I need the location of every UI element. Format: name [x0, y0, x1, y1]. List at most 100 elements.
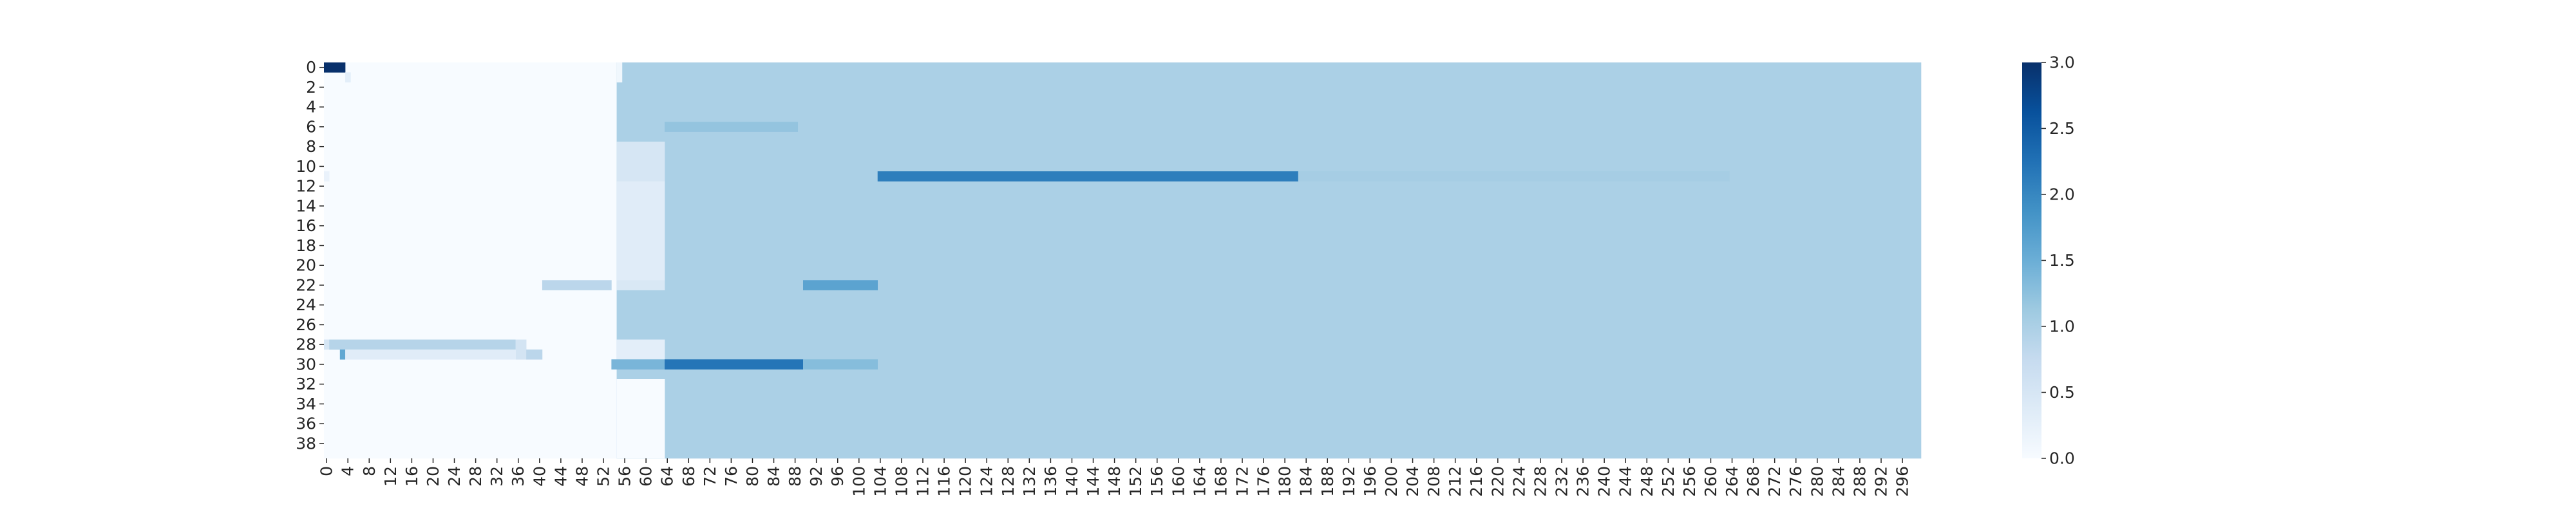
- x-tick-label: 284: [1829, 466, 1848, 497]
- heatmap-cell-block: [665, 122, 799, 132]
- y-tick-label: 30: [296, 355, 316, 373]
- x-tick-label: 68: [679, 466, 698, 487]
- x-tick-label: 76: [722, 466, 741, 487]
- x-tick-label: 44: [551, 466, 570, 487]
- x-tick-label: 272: [1765, 466, 1784, 497]
- x-tick-label: 120: [956, 466, 975, 497]
- x-tick-label: 112: [914, 466, 933, 497]
- x-tick-label: 280: [1808, 466, 1826, 497]
- y-tick-label: 10: [296, 157, 316, 176]
- heatmap-cell-block: [616, 339, 665, 360]
- x-tick-label: 204: [1403, 466, 1422, 497]
- x-tick-label: 288: [1850, 466, 1869, 497]
- y-tick-label: 4: [306, 98, 316, 117]
- x-tick-label: 188: [1318, 466, 1337, 497]
- x-tick-label: 104: [871, 466, 889, 497]
- x-axis-ticks: 0 4 8 12 16 20 24 28 32 36 40 44 48 52 56 60 64 68 72 76 80 8…: [317, 458, 1912, 497]
- colorbar-gradient: [2022, 62, 2041, 458]
- heatmap-cell-block: [803, 280, 878, 290]
- heatmap-cell-block: [345, 349, 516, 360]
- x-tick-label: 8: [360, 466, 379, 476]
- x-tick-label: 40: [530, 466, 549, 487]
- heatmap-cell-block: [345, 72, 351, 83]
- heatmap-cell-block: [616, 142, 665, 182]
- heatmap-cell-block: [803, 359, 878, 370]
- x-tick-label: 292: [1872, 466, 1891, 497]
- heatmap-cell-block: [611, 359, 665, 370]
- colorbar-tick-label: 0.5: [2049, 383, 2075, 402]
- x-tick-label: 4: [339, 466, 357, 476]
- colorbar-tick-label: 2.0: [2049, 185, 2075, 204]
- x-tick-label: 100: [849, 466, 868, 497]
- x-tick-label: 236: [1574, 466, 1593, 497]
- x-tick-label: 56: [616, 466, 634, 487]
- y-tick-label: 14: [296, 196, 316, 215]
- y-tick-label: 18: [296, 236, 316, 255]
- x-tick-label: 164: [1190, 466, 1209, 497]
- x-tick-label: 24: [445, 466, 464, 487]
- x-tick-label: 144: [1084, 466, 1103, 497]
- x-tick-label: 200: [1382, 466, 1401, 497]
- x-tick-label: 92: [807, 466, 826, 487]
- x-tick-label: 172: [1233, 466, 1252, 497]
- colorbar: 0.0 0.5 1.0 1.5 2.0 2.5 3.0: [2022, 53, 2075, 468]
- x-tick-label: 72: [701, 466, 719, 487]
- x-tick-label: 216: [1467, 466, 1486, 497]
- x-tick-label: 208: [1425, 466, 1443, 497]
- y-tick-label: 24: [296, 295, 316, 314]
- heatmap-cell-block: [324, 171, 330, 182]
- heatmap-cell-block: [877, 171, 1299, 182]
- y-tick-label: 2: [306, 78, 316, 97]
- colorbar-tick-label: 2.5: [2049, 119, 2075, 138]
- y-tick-label: 8: [306, 137, 316, 156]
- x-tick-label: 36: [509, 466, 527, 487]
- x-tick-label: 228: [1531, 466, 1549, 497]
- x-tick-label: 12: [381, 466, 400, 487]
- y-tick-label: 20: [296, 256, 316, 275]
- x-tick-label: 32: [488, 466, 506, 487]
- x-tick-label: 296: [1893, 466, 1912, 497]
- heatmap-cell-block: [1298, 171, 1730, 182]
- colorbar-tick-label: 0.0: [2049, 449, 2075, 468]
- y-tick-label: 0: [306, 58, 316, 77]
- y-tick-label: 34: [296, 395, 316, 413]
- y-tick-label: 26: [296, 315, 316, 334]
- x-tick-label: 108: [892, 466, 911, 497]
- x-tick-label: 140: [1063, 466, 1081, 497]
- x-tick-label: 196: [1361, 466, 1379, 497]
- colorbar-tick-label: 1.0: [2049, 317, 2075, 336]
- x-tick-label: 232: [1553, 466, 1571, 497]
- heatmap-cell-block: [616, 181, 665, 281]
- y-tick-label: 22: [296, 276, 316, 294]
- x-tick-label: 0: [317, 466, 336, 476]
- heatmap-cell-block: [515, 339, 527, 360]
- x-tick-label: 276: [1786, 466, 1805, 497]
- x-tick-label: 132: [1020, 466, 1039, 497]
- y-tick-label: 12: [296, 177, 316, 196]
- x-tick-label: 16: [402, 466, 421, 487]
- heatmap-cell-block: [616, 280, 665, 290]
- colorbar-tick-label: 1.5: [2049, 251, 2075, 270]
- heatmap-cell-block: [324, 339, 330, 350]
- x-tick-label: 136: [1041, 466, 1060, 497]
- x-tick-label: 88: [786, 466, 804, 487]
- x-tick-label: 260: [1701, 466, 1720, 497]
- x-tick-label: 60: [637, 466, 656, 487]
- x-tick-label: 116: [935, 466, 954, 497]
- heatmap-cell-block: [324, 62, 617, 459]
- y-tick-label: 38: [296, 434, 316, 453]
- x-tick-label: 212: [1446, 466, 1464, 497]
- x-tick-label: 160: [1169, 466, 1188, 497]
- x-tick-label: 64: [658, 466, 677, 487]
- colorbar-tick-label: 3.0: [2049, 53, 2075, 72]
- x-tick-label: 156: [1148, 466, 1166, 497]
- x-tick-label: 180: [1276, 466, 1294, 497]
- heatmap-cell-block: [542, 280, 612, 290]
- y-tick-label: 6: [306, 117, 316, 136]
- x-tick-label: 28: [466, 466, 485, 487]
- x-tick-label: 192: [1340, 466, 1358, 497]
- x-tick-label: 224: [1510, 466, 1528, 497]
- x-tick-label: 244: [1616, 466, 1635, 497]
